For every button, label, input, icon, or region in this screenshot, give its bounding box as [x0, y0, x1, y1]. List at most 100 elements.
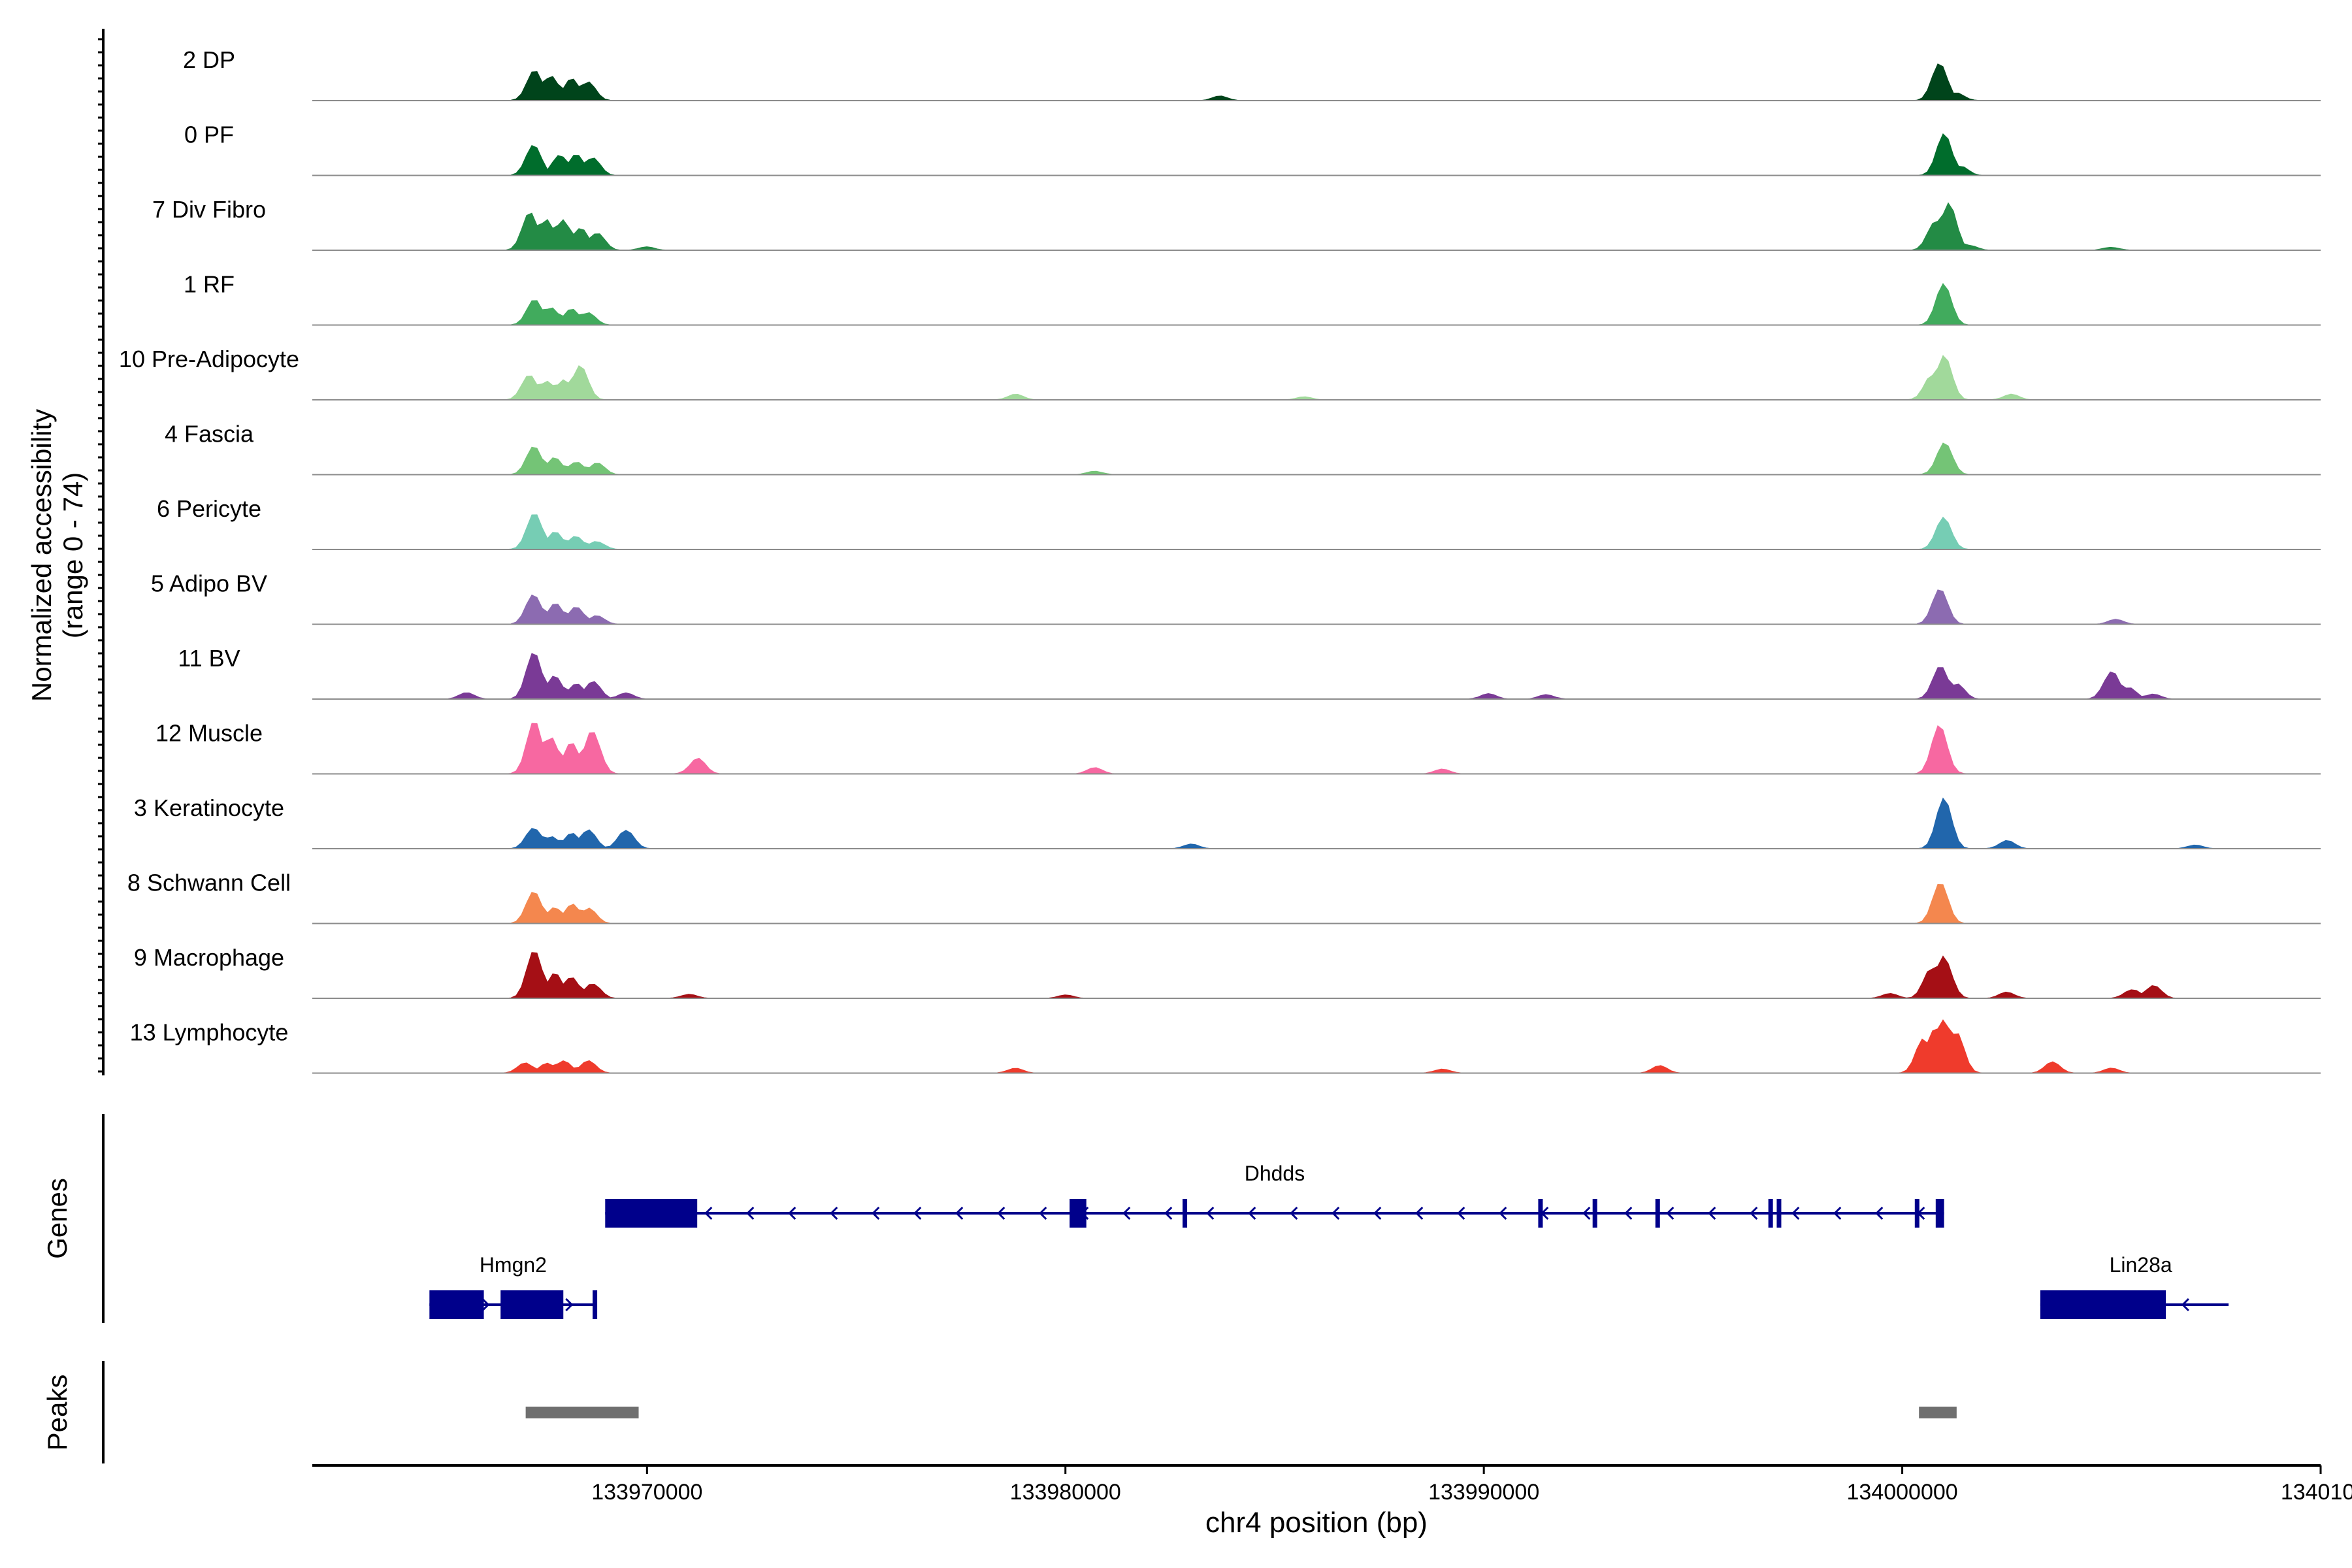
- coverage-area: [312, 355, 2321, 400]
- x-tick-label: 133980000: [1010, 1480, 1121, 1505]
- x-tick-label: 1340100: [2281, 1480, 2352, 1505]
- gene-exon: [429, 1290, 484, 1319]
- coverage-track: 4 Fascia: [165, 421, 2321, 476]
- coverage-track: 6 Pericyte: [157, 495, 2321, 550]
- strand-chevron: [704, 1206, 713, 1220]
- strand-chevron: [913, 1206, 922, 1220]
- gene-exon: [1776, 1199, 1782, 1228]
- gene-name-label: Dhdds: [1245, 1162, 1305, 1185]
- gene-exon: [2040, 1290, 2166, 1319]
- track-label: 11 BV: [178, 645, 240, 672]
- track-label: 12 Muscle: [155, 720, 263, 747]
- strand-chevron: [1750, 1206, 1758, 1220]
- strand-chevron: [1666, 1206, 1674, 1220]
- track-label: 4 Fascia: [165, 421, 254, 448]
- coverage-track: 12 Muscle: [155, 720, 2321, 775]
- track-label: 1 RF: [184, 271, 235, 298]
- strand-chevron: [2181, 1298, 2189, 1312]
- strand-chevron: [746, 1206, 755, 1220]
- strand-chevron: [1331, 1206, 1340, 1220]
- gene-name-label: Hmgn2: [480, 1253, 547, 1277]
- x-tick-label: 133970000: [591, 1480, 702, 1505]
- coverage-area: [312, 653, 2321, 700]
- coverage-area: [312, 442, 2321, 475]
- gene-exon: [1914, 1199, 1919, 1228]
- genes-panel-label: Genes: [42, 1178, 73, 1259]
- y-axis-ticks: [98, 38, 103, 1073]
- strand-chevron: [1708, 1206, 1716, 1220]
- gene-exon: [1183, 1199, 1188, 1228]
- peak-regions: [525, 1407, 1957, 1418]
- coverage-area: [312, 202, 2321, 251]
- strand-chevron: [1164, 1206, 1173, 1220]
- track-label: 9 Macrophage: [134, 944, 284, 971]
- x-tick-label: 134000000: [1846, 1480, 1957, 1505]
- strand-chevron: [997, 1206, 1005, 1220]
- strand-chevron: [872, 1206, 880, 1220]
- coverage-track: 7 Div Fibro: [152, 196, 2321, 251]
- coverage-track: 3 Keratinocyte: [134, 794, 2321, 849]
- strand-chevron: [1122, 1206, 1131, 1220]
- gene-models: Dhdds Hmgn2 Lin28a: [429, 1162, 2229, 1319]
- track-label: 0 PF: [184, 122, 234, 148]
- gene-exon: [1655, 1199, 1660, 1228]
- coverage-tracks: 2 DP 0 PF 7 Div Fibro 1 RF 10 Pre-Adipocyte 4…: [119, 46, 2321, 1074]
- coverage-area: [312, 283, 2321, 325]
- track-label: 2 DP: [183, 46, 235, 73]
- strand-chevron: [955, 1206, 964, 1220]
- coverage-track: 2 DP: [183, 46, 2321, 101]
- gene-exon: [1768, 1199, 1773, 1228]
- coverage-area: [312, 952, 2321, 999]
- strand-chevron: [1290, 1206, 1298, 1220]
- coverage-track: 11 BV: [178, 645, 2321, 700]
- peak-region: [1919, 1407, 1957, 1418]
- strand-chevron: [565, 1298, 574, 1312]
- strand-chevron: [1499, 1206, 1507, 1220]
- coverage-track: 9 Macrophage: [134, 944, 2321, 999]
- strand-chevron: [788, 1206, 796, 1220]
- strand-chevron: [1624, 1206, 1633, 1220]
- gene-model: Dhdds: [605, 1162, 1944, 1228]
- coverage-area: [312, 723, 2321, 774]
- strand-chevron: [1791, 1206, 1800, 1220]
- track-label: 13 Lymphocyte: [130, 1019, 289, 1046]
- strand-chevron: [1248, 1206, 1256, 1220]
- gene-exon: [500, 1290, 564, 1319]
- coverage-area: [312, 883, 2321, 924]
- coverage-area: [312, 514, 2321, 550]
- coverage-track: 10 Pre-Adipocyte: [119, 346, 2321, 400]
- gene-model: Hmgn2: [429, 1253, 598, 1319]
- gene-name-label: Lin28a: [2110, 1253, 2172, 1277]
- coverage-area: [312, 589, 2321, 625]
- strand-chevron: [1833, 1206, 1842, 1220]
- coverage-track: 13 Lymphocyte: [130, 1019, 2321, 1074]
- strand-chevron: [830, 1206, 838, 1220]
- gene-exon: [593, 1290, 598, 1319]
- peaks-panel-label: Peaks: [42, 1375, 73, 1451]
- gene-exon: [605, 1199, 698, 1228]
- y-axis-label-range: (range 0 - 74): [57, 472, 88, 638]
- track-label: 3 Keratinocyte: [134, 794, 284, 821]
- x-axis-ticks: 133970000 133980000 133990000 134000000 1340…: [591, 1465, 2352, 1505]
- coverage-area: [312, 797, 2321, 849]
- coverage-area: [312, 1019, 2321, 1074]
- gene-exon: [1070, 1199, 1086, 1228]
- track-label: 6 Pericyte: [157, 495, 261, 522]
- y-axis-label: Normalized accessibility: [26, 409, 57, 702]
- gene-exon: [1935, 1199, 1944, 1228]
- x-axis-label: chr4 position (bp): [1205, 1507, 1428, 1539]
- gene-exon: [1538, 1199, 1543, 1228]
- track-label: 10 Pre-Adipocyte: [119, 346, 299, 372]
- strand-chevron: [482, 1298, 490, 1312]
- strand-chevron: [1875, 1206, 1884, 1220]
- coverage-area: [312, 63, 2321, 101]
- strand-chevron: [1582, 1206, 1591, 1220]
- coverage-area: [312, 133, 2321, 176]
- gene-model: Lin28a: [2040, 1253, 2229, 1319]
- strand-chevron: [1457, 1206, 1465, 1220]
- strand-chevron: [1415, 1206, 1424, 1220]
- coverage-track: 0 PF: [184, 122, 2321, 176]
- track-label: 7 Div Fibro: [152, 196, 266, 223]
- x-tick-label: 133990000: [1428, 1480, 1539, 1505]
